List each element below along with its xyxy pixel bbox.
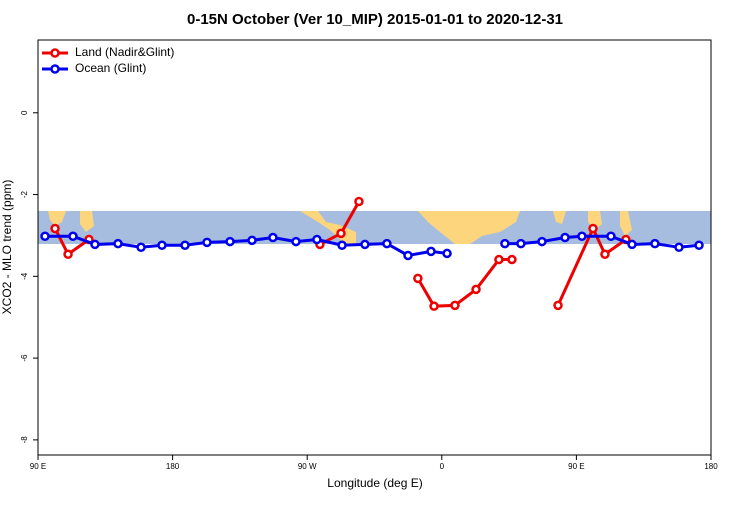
legend-marker (50, 64, 60, 74)
point (507, 254, 517, 265)
point (312, 234, 322, 245)
legend-marker (50, 48, 60, 58)
x-tick-label: 90 E (568, 462, 584, 471)
y-tick-label: -8 (20, 436, 29, 444)
point (113, 238, 123, 249)
x-tick-label: 180 (166, 462, 180, 471)
point (627, 239, 637, 250)
plot-frame (37, 39, 712, 456)
point (40, 231, 50, 242)
point (413, 273, 423, 284)
y-axis-label: XCO2 - MLO trend (ppm) (0, 180, 14, 315)
point (337, 240, 347, 251)
point (429, 301, 439, 311)
point (354, 196, 364, 207)
point (674, 242, 684, 253)
x-tick-label: 180 (704, 462, 718, 471)
x-axis-label: Longitude (deg E) (327, 476, 422, 490)
point (500, 238, 510, 249)
y-tick-label: -4 (20, 272, 29, 280)
x-tick-label: 0 (440, 462, 445, 471)
point (450, 300, 460, 311)
point (442, 248, 452, 259)
point (426, 246, 436, 257)
point (382, 238, 392, 249)
point (68, 231, 78, 242)
x-tick-label: 90 E (30, 462, 46, 471)
y-tick-label: 0 (20, 110, 29, 115)
point (157, 240, 167, 251)
y-tick-label: -6 (20, 354, 29, 362)
point (600, 249, 610, 259)
y-tick-label: -2 (20, 190, 29, 198)
point (606, 231, 616, 242)
point (537, 236, 547, 247)
point (577, 231, 587, 242)
legend-label: Ocean (Glint) (75, 61, 146, 75)
point (360, 239, 370, 250)
point (63, 249, 73, 259)
point (50, 223, 60, 234)
point (553, 300, 563, 311)
point (202, 237, 212, 248)
legend-label: Land (Nadir&Glint) (75, 45, 174, 59)
point (268, 232, 278, 243)
point (494, 254, 504, 265)
point (90, 239, 100, 250)
point (560, 232, 570, 243)
point (516, 238, 526, 249)
point (225, 236, 235, 247)
point (694, 240, 704, 251)
point (180, 240, 190, 251)
point (136, 242, 146, 253)
point (471, 284, 481, 295)
point (650, 238, 660, 249)
chart-title: 0-15N October (Ver 10_MIP) 2015-01-01 to… (187, 11, 563, 28)
point (403, 250, 413, 261)
point (291, 236, 301, 247)
x-tick-label: 90 W (298, 462, 317, 471)
point (588, 223, 598, 234)
point (336, 228, 346, 239)
point (247, 235, 257, 246)
